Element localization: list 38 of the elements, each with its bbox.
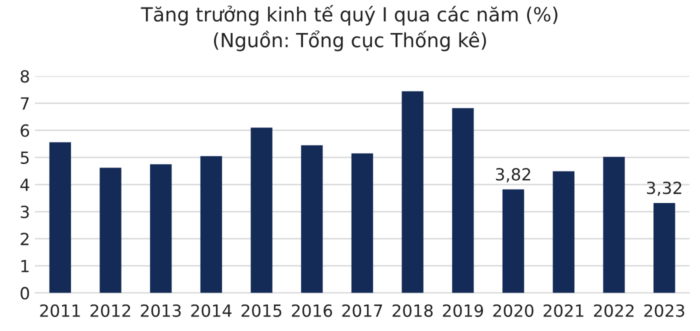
y-tick-label: 2 <box>20 232 28 246</box>
bar <box>502 189 524 293</box>
x-tick-label: 2019 <box>442 304 483 317</box>
bar <box>452 108 474 293</box>
y-tick-label: 4 <box>20 178 30 191</box>
x-tick-label: 2021 <box>544 304 584 317</box>
bar <box>150 164 172 293</box>
x-tick-label: 2017 <box>342 304 382 317</box>
bar <box>402 91 424 293</box>
bar <box>100 168 122 293</box>
y-tick-label: 7 <box>20 97 29 110</box>
data-label: 3,82 <box>496 168 530 182</box>
y-tick-label: 5 <box>20 152 29 164</box>
bar <box>200 156 222 293</box>
bar <box>351 153 374 293</box>
y-tick-label: 3 <box>20 206 29 218</box>
x-tick-label: 2012 <box>90 304 130 317</box>
bar <box>49 142 71 293</box>
bar <box>654 202 676 293</box>
y-tick-label: 8 <box>20 70 29 83</box>
data-label: 3,32 <box>647 182 682 196</box>
x-tick-label: 2020 <box>493 304 534 317</box>
x-tick-label: 2015 <box>242 304 282 317</box>
chart-title: Tăng trưởng kinh tế quý I qua các năm (%) (Nguồn: Tổng cục Thống kê) <box>140 4 558 52</box>
x-tick-label: 2014 <box>191 304 232 317</box>
bar <box>250 128 272 293</box>
bar <box>301 145 323 293</box>
bar <box>552 171 574 293</box>
x-tick-label: 2013 <box>140 304 181 317</box>
x-tick-label: 2023 <box>644 304 684 317</box>
x-tick-label: 2011 <box>40 304 80 317</box>
y-tick-label: 6 <box>20 124 30 137</box>
bar <box>603 156 625 293</box>
x-tick-label: 2016 <box>292 304 332 317</box>
x-tick-label: 2022 <box>594 304 634 317</box>
x-tick-label: 2018 <box>392 304 433 317</box>
y-tick-label: 0 <box>20 286 30 300</box>
y-tick-label: 1 <box>21 260 29 272</box>
